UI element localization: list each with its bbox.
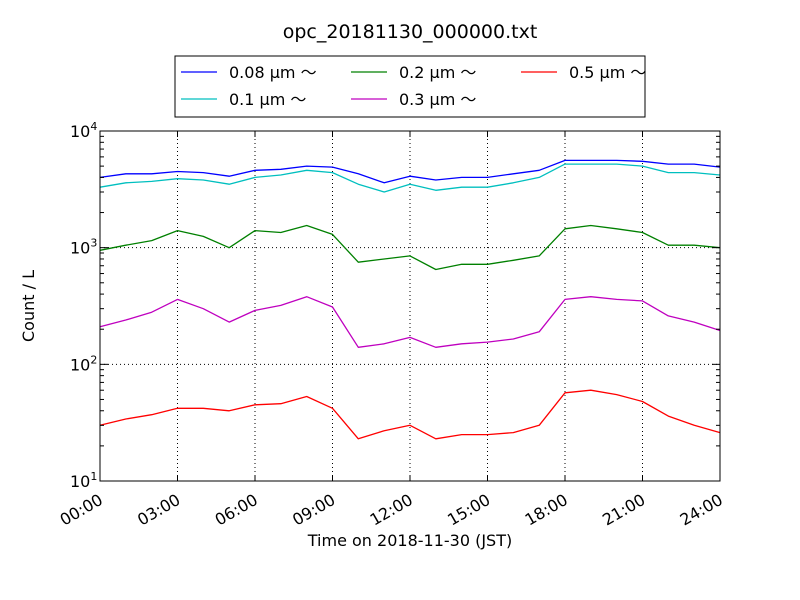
legend-label-4: 0.5 μm ～ xyxy=(569,63,646,82)
ticks xyxy=(99,130,721,482)
legend-box xyxy=(174,55,646,118)
legend-label-1: 0.1 μm ～ xyxy=(229,90,306,109)
y-tick-label: 102 xyxy=(70,353,97,374)
y-tick-label: 101 xyxy=(70,470,97,491)
y-tick-exponent: 3 xyxy=(90,237,97,250)
y-tick-base: 10 xyxy=(70,355,90,374)
grid xyxy=(100,131,720,481)
legend-label-2: 0.2 μm ～ xyxy=(399,63,476,82)
series-line-4 xyxy=(99,389,721,440)
series-line-2 xyxy=(99,224,721,271)
legend-label-0: 0.08 μm ～ xyxy=(229,63,317,82)
series-line-1 xyxy=(99,163,721,193)
x-axis-label: Time on 2018-11-30 (JST) xyxy=(307,531,512,550)
legend: 0.08 μm ～ 0.1 μm ～ 0.2 μm ～ 0.3 μm ～ 0.5 μm … xyxy=(174,55,646,118)
y-tick-label: 104 xyxy=(70,120,97,141)
y-tick-exponent: 4 xyxy=(90,120,97,133)
y-tick-label: 103 xyxy=(70,237,97,258)
y-tick-exponent: 1 xyxy=(90,470,97,483)
y-tick-exponent: 2 xyxy=(90,353,97,366)
series-line-3 xyxy=(99,296,721,348)
chart-title: opc_20181130_000000.txt xyxy=(283,21,538,43)
series-line-0 xyxy=(99,159,721,184)
y-tick-base: 10 xyxy=(70,239,90,258)
y-tick-base: 10 xyxy=(70,122,90,141)
legend-label-3: 0.3 μm ～ xyxy=(399,90,476,109)
y-tick-base: 10 xyxy=(70,472,90,491)
y-axis-label: Count / L xyxy=(19,270,38,342)
series-group xyxy=(99,159,721,440)
